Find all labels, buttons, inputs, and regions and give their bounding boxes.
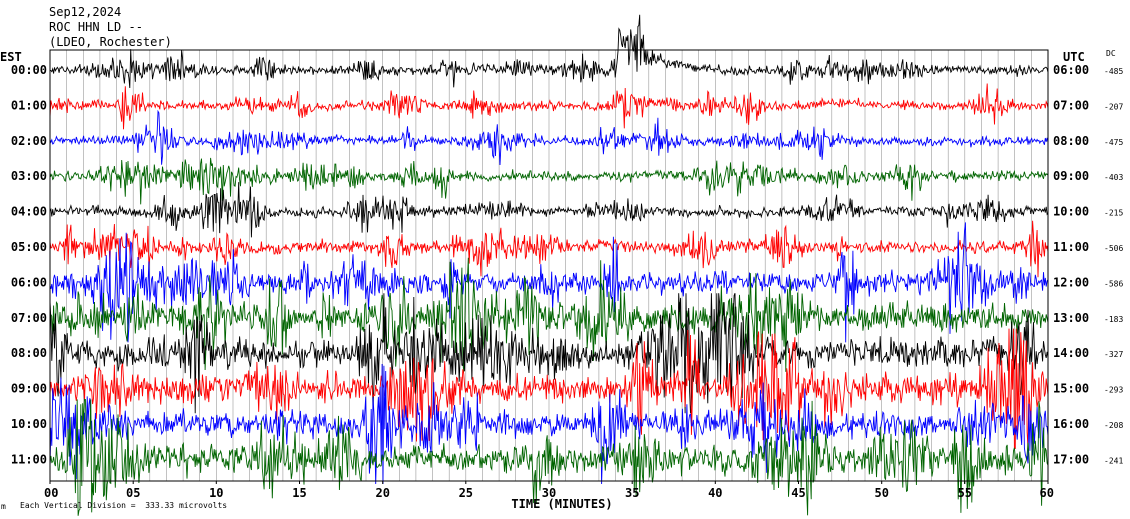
trace-row-0800 <box>49 293 1049 414</box>
header-station: ROC HHN LD -- <box>49 20 143 34</box>
header-network: (LDEO, Rochester) <box>49 35 172 49</box>
x-tick-label: 60 <box>1040 486 1054 500</box>
x-tick-label: 20 <box>375 486 389 500</box>
est-hour-label: 08:00 <box>11 346 47 360</box>
dc-offset-value: -327 <box>1104 350 1123 359</box>
trace-row-0600 <box>49 222 1049 343</box>
trace-row-0400 <box>49 182 1049 238</box>
dc-offset-value: -207 <box>1104 102 1123 111</box>
utc-hour-label: 07:00 <box>1053 98 1089 112</box>
utc-hour-label: 14:00 <box>1053 346 1089 360</box>
utc-hour-label: 13:00 <box>1053 311 1089 325</box>
trace-row-0100 <box>49 83 1049 130</box>
dc-offset-value: -586 <box>1104 279 1123 288</box>
utc-hour-label: 11:00 <box>1053 240 1089 254</box>
est-hour-label: 04:00 <box>11 205 47 219</box>
dc-offset-value: -475 <box>1104 138 1123 147</box>
corner-mark: m <box>1 502 6 511</box>
trace-row-1100 <box>49 398 1049 516</box>
trace-row-0900 <box>49 328 1049 450</box>
utc-hour-label: 10:00 <box>1053 205 1089 219</box>
dc-offset-value: -293 <box>1104 386 1123 395</box>
trace-row-1000 <box>49 363 1049 485</box>
utc-hour-label: 06:00 <box>1053 63 1089 77</box>
utc-hour-label: 12:00 <box>1053 275 1089 289</box>
trace-row-0200 <box>49 109 1049 166</box>
est-hour-label: 09:00 <box>11 382 47 396</box>
x-axis-title: TIME (MINUTES) <box>511 497 612 511</box>
row-labels: 00:00 06:00 -485 01:00 07:00 -207 02:00 08:00 -4… <box>11 63 1124 466</box>
trace-row-0700 <box>49 257 1049 373</box>
seismogram-traces <box>49 14 1049 516</box>
x-tick-label: 55 <box>958 486 972 500</box>
utc-hour-label: 15:00 <box>1053 382 1089 396</box>
header-date: Sep12,2024 <box>49 5 122 19</box>
utc-hour-label: 09:00 <box>1053 169 1089 183</box>
x-tick-label: 30 <box>542 486 556 500</box>
x-tick-label: 40 <box>708 486 722 500</box>
x-tick-label: 05 <box>126 486 140 500</box>
x-tick-label: 25 <box>459 486 473 500</box>
est-hour-label: 00:00 <box>11 63 47 77</box>
est-hour-label: 07:00 <box>11 311 47 325</box>
x-tick-label: 10 <box>209 486 223 500</box>
x-tick-label: 35 <box>625 486 639 500</box>
dc-offset-value: -403 <box>1104 173 1123 182</box>
scale-note: Each Vertical Division = 333.33 microvol… <box>20 501 228 510</box>
est-hour-label: 02:00 <box>11 134 47 148</box>
x-tick-label: 50 <box>874 486 888 500</box>
est-hour-label: 06:00 <box>11 275 47 289</box>
est-hour-label: 11:00 <box>11 452 47 466</box>
utc-hour-label: 17:00 <box>1053 452 1089 466</box>
dc-offset-value: -506 <box>1104 244 1123 253</box>
est-hour-label: 10:00 <box>11 417 47 431</box>
dc-offset-value: -241 <box>1104 456 1123 465</box>
trace-row-0300 <box>49 157 1049 205</box>
dc-offset-value: -485 <box>1104 67 1123 76</box>
x-tick-label: 45 <box>791 486 805 500</box>
utc-hour-label: 16:00 <box>1053 417 1089 431</box>
left-timezone-label: EST <box>0 50 22 64</box>
x-axis-ticks: 00 05 10 15 20 25 30 35 40 45 50 55 60 <box>44 481 1054 500</box>
trace-row-0000 <box>49 14 1049 89</box>
est-hour-label: 03:00 <box>11 169 47 183</box>
x-tick-label: 00 <box>44 486 58 500</box>
trace-row-0500 <box>49 220 1049 278</box>
x-tick-label: 15 <box>292 486 306 500</box>
utc-hour-label: 08:00 <box>1053 134 1089 148</box>
right-timezone-label: UTC <box>1063 50 1085 64</box>
dc-offset-value: -183 <box>1104 315 1123 324</box>
dc-offset-header: DC <box>1106 49 1116 58</box>
dc-offset-value: -208 <box>1104 421 1123 430</box>
est-hour-label: 05:00 <box>11 240 47 254</box>
dc-offset-value: -215 <box>1104 209 1123 218</box>
est-hour-label: 01:00 <box>11 98 47 112</box>
